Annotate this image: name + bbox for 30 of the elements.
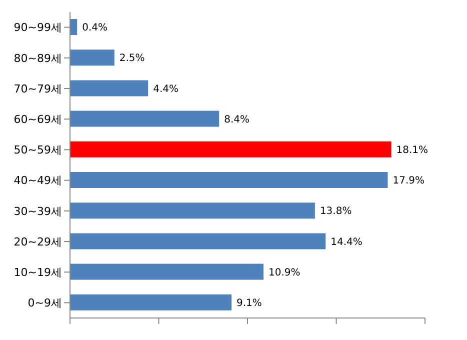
bar bbox=[70, 294, 232, 310]
data-label: 9.1% bbox=[236, 298, 262, 309]
data-label: 8.4% bbox=[224, 114, 250, 126]
bar bbox=[70, 264, 264, 280]
y-tick-label: 60~69세 bbox=[14, 113, 62, 126]
data-label: 4.4% bbox=[153, 84, 179, 95]
data-label: 18.1% bbox=[396, 144, 428, 156]
y-tick-label: 50~59세 bbox=[14, 144, 62, 157]
y-tick-label: 70~79세 bbox=[14, 82, 62, 96]
y-tick-label: 80~89세 bbox=[14, 52, 62, 65]
bar bbox=[70, 202, 315, 219]
y-tick-label: 40~49세 bbox=[14, 174, 62, 188]
data-label: 0.4% bbox=[82, 22, 108, 34]
y-tick-label: 30~39세 bbox=[14, 204, 62, 218]
bar bbox=[70, 172, 388, 188]
data-label: 14.4% bbox=[330, 236, 362, 248]
bar bbox=[70, 50, 114, 66]
bar bbox=[70, 80, 148, 96]
data-label: 10.9% bbox=[268, 267, 300, 278]
data-label: 2.5% bbox=[119, 53, 145, 64]
y-tick-label: 90~99세 bbox=[14, 21, 62, 34]
bar bbox=[70, 19, 78, 35]
y-tick-label: 10~19세 bbox=[14, 266, 62, 280]
data-label: 13.8% bbox=[320, 206, 352, 218]
y-tick-label: 20~29세 bbox=[14, 235, 62, 248]
y-tick-label: 0~9세 bbox=[28, 296, 62, 310]
data-label: 17.9% bbox=[392, 176, 425, 187]
bar bbox=[70, 233, 326, 250]
bar bbox=[70, 110, 220, 127]
bar bbox=[70, 141, 392, 158]
